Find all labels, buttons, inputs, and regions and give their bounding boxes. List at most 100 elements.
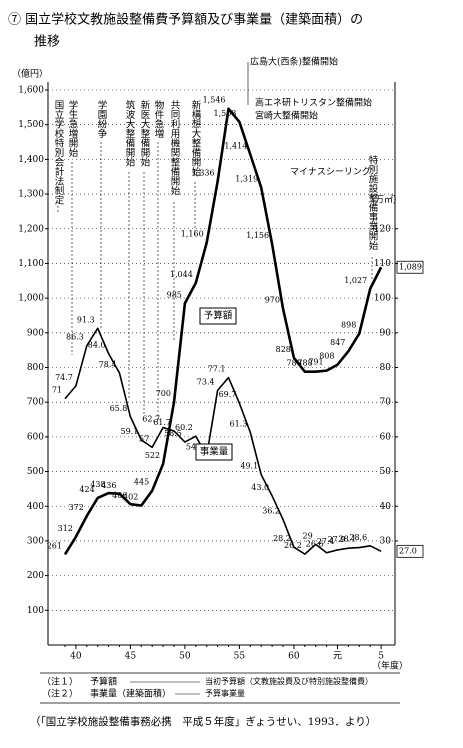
y-tick-label: 1,200 — [18, 224, 44, 234]
data-label: 700 — [156, 389, 171, 398]
y2-tick-label: 90 — [380, 328, 392, 338]
data-label: 1,160 — [181, 230, 204, 239]
y2-tick-label: 40 — [380, 502, 392, 512]
data-label: 26.2 — [284, 541, 302, 550]
data-label: 828 — [276, 345, 291, 354]
data-label: 1,414 — [224, 142, 247, 151]
y-tick-label: 1,400 — [18, 155, 44, 165]
data-label: 28.6 — [349, 533, 367, 542]
note: 事業量（建築面積） — [90, 688, 171, 700]
y-tick-label: 100 — [27, 606, 44, 616]
x-tick-label: 40 — [70, 652, 82, 662]
data-label: 43.0 — [251, 483, 269, 492]
data-label: 77.1 — [208, 365, 226, 374]
data-label: 27.9 — [328, 535, 346, 544]
data-label: 91.3 — [77, 315, 95, 324]
data-label: 28.1 — [338, 535, 356, 544]
data-label: 86.3 — [66, 333, 84, 342]
data-label: 1,319 — [235, 174, 258, 183]
data-label: 74.7 — [55, 373, 73, 382]
source: （「国立学校施設整備事務必携 平成５年度」ぎょうせい、1993．より） — [30, 715, 376, 728]
data-label: 29 — [303, 531, 313, 540]
data-label: 73.4 — [197, 377, 215, 386]
annotation: 国立学校特別会計法制定 — [53, 100, 65, 205]
data-label: 69.7 — [219, 390, 237, 399]
data-label: 1,546 — [203, 96, 226, 105]
y-axis-label: （億円） — [12, 68, 48, 80]
data-label: 28.2 — [273, 534, 291, 543]
data-label: 26.6 — [306, 540, 324, 549]
data-label: 27.4 — [317, 537, 335, 546]
data-label: 60.2 — [175, 423, 193, 432]
data-label: 1,156 — [246, 231, 269, 240]
data-label: 791 — [308, 358, 323, 367]
data-label: 436 — [101, 481, 116, 490]
y-tick-label: 300 — [27, 536, 44, 546]
data-label: 54.6 — [186, 443, 204, 452]
legend-box — [199, 307, 237, 325]
y-tick-label: 1,000 — [18, 294, 44, 304]
y2-tick-label: 30 — [380, 536, 392, 546]
note: 当初予算額（文教施設費及び特別施設整備費） — [205, 676, 373, 686]
legend-label: 事業量 — [200, 446, 229, 458]
x-tick-label: 45 — [125, 652, 137, 662]
y-tick-label: 600 — [27, 432, 44, 442]
y-tick-label: 1,500 — [18, 120, 44, 130]
annotation: 共同利用機関整備開始 — [169, 100, 181, 196]
y2-tick-label: 80 — [380, 363, 392, 373]
annotation: 学生急増開始 — [67, 99, 79, 158]
data-label: 1,044 — [170, 270, 193, 279]
data-label: 36.2 — [262, 506, 280, 515]
y-tick-label: 1,600 — [18, 86, 44, 96]
y-tick-label: 500 — [27, 467, 44, 477]
y-tick-label: 1,300 — [18, 190, 44, 200]
annotation: マイナスシーリング — [290, 166, 371, 178]
data-label: 788 — [297, 359, 312, 368]
data-label: 61.7 — [153, 418, 171, 427]
data-label: 402 — [123, 493, 138, 502]
legend-label: 予算額 — [204, 310, 233, 322]
x-tick-label: 55 — [234, 652, 246, 662]
y2-tick-label: 120 — [374, 224, 391, 234]
label-box — [396, 544, 424, 558]
y2-tick-label: 70 — [380, 398, 392, 408]
y2-axis-label: （万㎡） — [366, 195, 402, 206]
data-label: 62.7 — [142, 415, 160, 424]
y-tick-label: 400 — [27, 502, 44, 512]
legend-box — [195, 443, 233, 461]
data-label: 970 — [265, 296, 280, 305]
annotation: 宮崎大整備開始 — [255, 110, 318, 122]
data-label: 65.8 — [110, 404, 128, 413]
annotation: 高エネ研トリスタン整備開始 — [255, 97, 372, 109]
y-tick-label: 800 — [27, 363, 44, 373]
y-tick-label: 700 — [27, 398, 44, 408]
data-label: 27.0 — [399, 546, 417, 555]
data-label: 71 — [52, 386, 62, 395]
data-label: 788 — [287, 359, 302, 368]
annotation: 新構想大整備開始 — [190, 99, 202, 177]
note: （注１） — [42, 676, 78, 688]
x-tick-label: 50 — [179, 652, 191, 662]
annotation: 学園紛争 — [96, 99, 108, 139]
data-label: 898 — [341, 321, 356, 330]
y-tick-label: 200 — [27, 571, 44, 581]
data-label: 78.4 — [99, 360, 117, 369]
data-label: 522 — [145, 451, 160, 460]
y2-tick-label: 50 — [380, 467, 392, 477]
x-tick-label: 元 — [333, 652, 342, 662]
data-label: 445 — [134, 478, 149, 487]
chart-title: ⑦ 国立学校文教施設整備費予算額及び事業量（建築面積）の — [8, 12, 363, 28]
y2-tick-label: 110 — [374, 259, 391, 269]
data-label: 58.5 — [164, 429, 182, 438]
x-tick-label: 5 — [378, 652, 384, 662]
data-label: 847 — [330, 338, 345, 347]
x-tick-label: 60 — [288, 652, 300, 662]
data-label: 1,027 — [344, 276, 367, 285]
line — [64, 327, 382, 555]
data-label: 57 — [139, 434, 149, 443]
data-label: 424 — [79, 485, 94, 494]
data-label: 406 — [112, 491, 127, 500]
data-label: 1,336 — [192, 169, 215, 178]
data-label: 372 — [69, 503, 84, 512]
